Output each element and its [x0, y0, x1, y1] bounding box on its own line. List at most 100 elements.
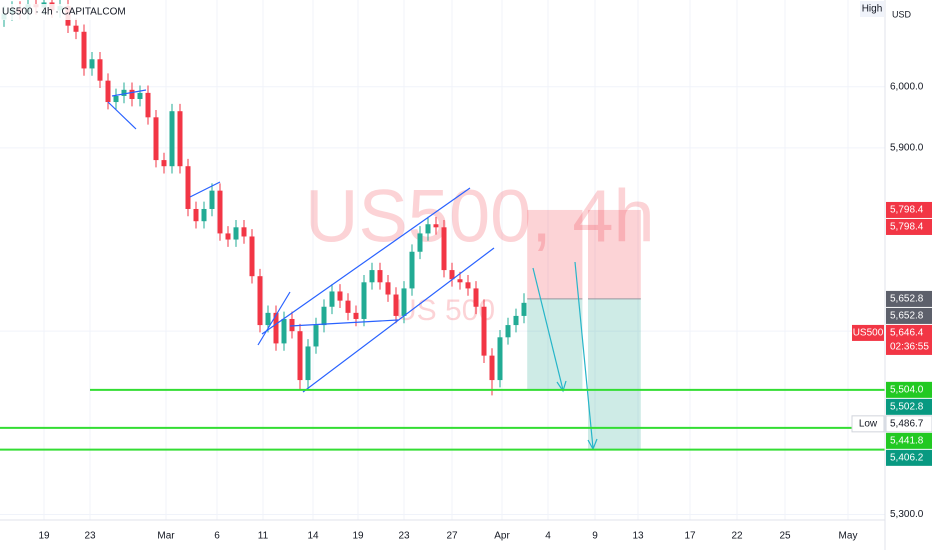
- price-label-bg: [885, 415, 932, 433]
- candle-body: [409, 251, 415, 289]
- watermark: US500, 4h: [305, 175, 655, 258]
- candle-body: [465, 282, 471, 289]
- x-tick-label: 19: [38, 531, 50, 542]
- candle-body: [385, 282, 391, 295]
- candle-body: [257, 276, 263, 326]
- candle-body: [265, 312, 271, 326]
- candle-body: [513, 315, 519, 326]
- trendlines: [107, 89, 495, 393]
- arrow: [574, 261, 594, 449]
- trendline: [111, 89, 147, 97]
- currency: USD: [892, 9, 912, 19]
- candle-body: [377, 270, 383, 283]
- x-tick-label: 17: [684, 531, 696, 542]
- x-tick-label: 19: [352, 531, 364, 542]
- candle-body: [361, 282, 367, 319]
- x-tick-label: 9: [592, 531, 598, 542]
- candle-body: [345, 300, 351, 313]
- candle-body: [81, 31, 87, 69]
- candle-body: [369, 270, 375, 283]
- candle-body: [457, 279, 463, 283]
- candle-body: [441, 227, 447, 271]
- header: US500 · 4h · CAPITALCOM: [2, 7, 126, 18]
- candle-body: [249, 236, 255, 277]
- candle-body: [113, 95, 119, 103]
- price-label-bg: [886, 432, 932, 449]
- axes: 5,300.05,600.05,900.06,000.01923Mar61114…: [38, 81, 923, 541]
- channel-upper: [261, 187, 471, 335]
- candle-body: [297, 331, 303, 381]
- price-label: 5,406.2: [890, 452, 924, 463]
- candle-body: [489, 355, 495, 381]
- x-tick-label: 4: [545, 531, 551, 542]
- x-tick-label: 22: [731, 531, 743, 542]
- candle-body: [497, 337, 503, 381]
- candle-body: [97, 59, 103, 81]
- candle-body: [329, 291, 335, 307]
- candle-body: [241, 227, 247, 237]
- channel-lower: [302, 247, 495, 393]
- tag: Low: [859, 418, 878, 429]
- price-label: 5,798.4: [890, 205, 924, 216]
- candle-body: [401, 288, 407, 316]
- arrow-head: [556, 380, 567, 393]
- price-label-bg: [886, 218, 932, 235]
- candle-body: [73, 25, 79, 32]
- x-tick-label: 25: [779, 531, 791, 542]
- y-tick-label: 5,900.0: [890, 143, 924, 154]
- candle-body: [393, 294, 399, 316]
- horizontal-lines: [0, 388, 885, 451]
- target-zone: [527, 298, 583, 391]
- high-tag: High: [862, 4, 883, 15]
- candle-body: [425, 224, 431, 234]
- y-tick-label: 5,300.0: [890, 509, 924, 520]
- candles: [1, 0, 527, 396]
- candle-body: [521, 302, 527, 316]
- positions: [527, 209, 641, 450]
- trendline: [257, 291, 291, 346]
- x-tick-label: 23: [398, 531, 410, 542]
- candle-body: [313, 325, 319, 347]
- price-label-bg: [886, 307, 932, 324]
- price-label: 5,502.8: [890, 401, 924, 412]
- y-tick-label: 6,000.0: [890, 81, 924, 92]
- price-label: 5,652.8: [890, 311, 924, 322]
- stop-zone: [527, 209, 583, 299]
- x-tick-label: Apr: [494, 531, 510, 542]
- candle-body: [105, 80, 111, 103]
- price-label: 5,798.4: [890, 222, 924, 233]
- high-tag-bg: [860, 1, 884, 17]
- candle-body: [281, 318, 287, 344]
- candle-body: [449, 270, 455, 280]
- candle-body: [433, 224, 439, 228]
- x-tick-label: 13: [632, 531, 644, 542]
- x-tick-label: 6: [214, 531, 220, 542]
- price-label: 5,652.8: [890, 294, 924, 305]
- candle-body: [185, 166, 191, 209]
- countdown: 02:36:55: [890, 342, 929, 353]
- grid: [0, 0, 885, 520]
- x-tick-label: 27: [446, 531, 458, 542]
- price-label: 5,441.8: [890, 435, 924, 446]
- candle-body: [233, 227, 239, 240]
- candle-body: [337, 291, 343, 301]
- candle-body: [217, 190, 223, 234]
- candle-body: [321, 306, 327, 326]
- price-label-bg: [886, 381, 932, 398]
- candle-body: [161, 160, 167, 167]
- price-label-bg: [886, 449, 932, 466]
- candle-body: [209, 190, 215, 209]
- x-tick-label: Mar: [157, 531, 175, 542]
- candle-body: [137, 92, 143, 99]
- trendline: [107, 101, 137, 130]
- price-labels: 5,798.4 5,798.4 5,652.8 5,652.8 5,646.4 02:36…: [851, 201, 932, 466]
- candle-body: [225, 233, 231, 240]
- x-tick-label: 11: [258, 531, 269, 542]
- header-bg: [0, 4, 112, 20]
- candle-body: [505, 325, 511, 338]
- x-tick-label: May: [839, 531, 858, 542]
- candle-body: [353, 312, 359, 319]
- candle-body: [145, 92, 151, 118]
